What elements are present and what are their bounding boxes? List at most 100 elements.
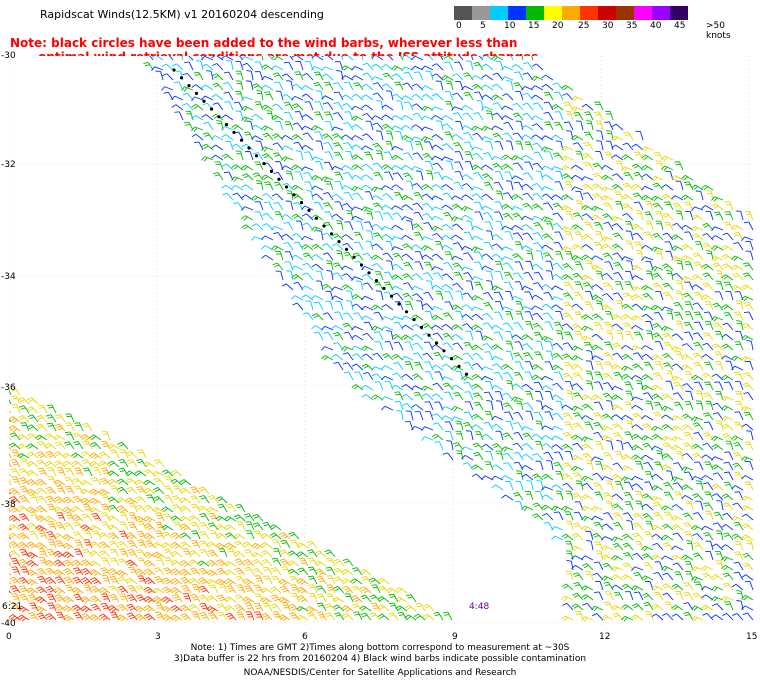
wind-barb <box>606 400 612 402</box>
wind-barb <box>266 132 274 141</box>
wind-barb <box>571 174 576 179</box>
wind-barb <box>262 132 268 136</box>
wind-barb <box>613 245 619 249</box>
wind-barb <box>421 85 426 90</box>
wind-barb <box>615 314 624 321</box>
wind-barb <box>351 66 356 71</box>
wind-barb <box>583 507 588 512</box>
wind-barb <box>465 454 474 461</box>
wind-barb <box>518 371 524 381</box>
wind-barb <box>485 433 494 441</box>
wind-barb <box>521 86 526 91</box>
wind-barb <box>434 266 444 271</box>
wind-barb <box>680 291 684 301</box>
wind-barb <box>476 442 484 451</box>
wind-barb <box>285 214 294 221</box>
wind-barb <box>673 446 678 451</box>
wind-barb <box>491 125 496 130</box>
wind-barb <box>539 491 544 501</box>
wind-barb <box>595 214 604 221</box>
wind-barb <box>491 156 496 161</box>
wind-barb <box>525 383 534 391</box>
wind-barb <box>671 554 676 559</box>
wind-barb <box>568 121 574 131</box>
wind-barb <box>583 437 588 442</box>
wind-barb <box>184 86 194 91</box>
wind-barb <box>741 295 746 301</box>
wind-barb <box>342 322 348 326</box>
wind-barb <box>301 235 306 241</box>
wind-barb <box>561 226 566 231</box>
wind-barb <box>445 184 454 191</box>
wind-barb <box>325 113 331 116</box>
wind-barb <box>610 401 614 411</box>
wind-barb <box>671 436 676 441</box>
wind-barb <box>531 364 537 368</box>
wind-barb <box>351 206 355 211</box>
wind-barb <box>713 205 719 209</box>
wind-barb <box>743 411 749 414</box>
wind-barb <box>723 265 729 269</box>
wind-barb <box>612 292 618 295</box>
wind-barb <box>392 212 398 215</box>
wind-barb <box>366 230 372 232</box>
wind-barb <box>512 253 517 257</box>
wind-barb <box>528 371 534 381</box>
wind-barb <box>634 194 640 198</box>
wind-barb <box>709 461 714 471</box>
wind-barb <box>544 335 554 341</box>
wind-barb <box>395 384 404 391</box>
wind-barb <box>327 332 334 341</box>
wind-barb <box>635 404 644 411</box>
wind-barb <box>555 364 564 371</box>
wind-barb <box>421 236 426 241</box>
wind-barb <box>311 214 316 219</box>
wind-barb <box>511 155 516 160</box>
wind-barb <box>728 451 734 461</box>
wind-barb <box>391 353 397 358</box>
wind-barb <box>490 231 494 241</box>
wind-barb <box>588 421 594 431</box>
wind-barb <box>386 83 394 91</box>
wind-barb <box>372 142 378 146</box>
wind-barb <box>692 452 698 456</box>
wind-barb <box>714 235 724 241</box>
wind-barb <box>193 141 200 144</box>
wind-barb <box>275 184 281 186</box>
wind-barb <box>601 476 606 481</box>
wind-barb <box>411 373 417 377</box>
wind-barb <box>572 383 577 387</box>
wind-barb <box>367 372 374 381</box>
wind-barb <box>298 241 304 251</box>
wind-barb <box>176 63 184 71</box>
wind-barb <box>483 292 489 295</box>
wind-barb <box>684 514 690 518</box>
wind-barb <box>419 411 424 421</box>
wind-barb <box>169 56 174 61</box>
wind-barb <box>446 273 454 281</box>
wind-barb <box>631 566 635 571</box>
wind-barb <box>627 512 634 521</box>
wind-barb <box>693 261 699 264</box>
wind-barb <box>276 262 284 271</box>
wind-barb <box>653 411 659 414</box>
wind-barb <box>641 154 646 159</box>
wind-barb <box>495 344 504 351</box>
wind-barb <box>322 243 327 247</box>
wind-barb <box>503 281 510 284</box>
wind-barb <box>606 392 614 401</box>
wind-barb <box>321 346 326 351</box>
wind-barb <box>384 365 394 371</box>
wind-barb <box>564 246 574 251</box>
wind-barb <box>334 165 344 171</box>
wind-barb <box>572 492 578 496</box>
wind-barb <box>226 60 232 62</box>
wind-barb <box>608 341 614 351</box>
wind-barb <box>681 466 685 472</box>
wind-barb <box>616 440 622 442</box>
wind-barb <box>691 374 696 379</box>
wind-barb <box>593 396 599 400</box>
wind-barb <box>622 142 628 146</box>
wind-barb <box>264 146 274 151</box>
wind-barb <box>653 395 659 399</box>
